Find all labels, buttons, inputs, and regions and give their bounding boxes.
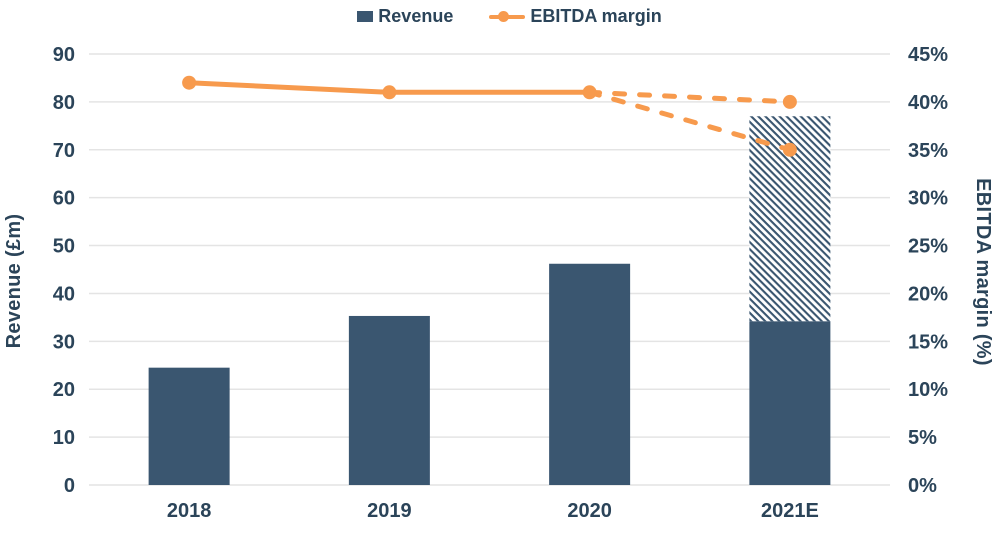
left-axis-tick-label: 0 bbox=[64, 475, 75, 497]
right-axis-tick-label: 40% bbox=[908, 92, 948, 114]
left-axis-tick-label: 60 bbox=[53, 188, 75, 210]
right-axis-tick-label: 35% bbox=[908, 140, 948, 162]
left-axis-tick-label: 90 bbox=[53, 44, 75, 66]
ebitda-marker-2019[interactable] bbox=[382, 85, 397, 100]
left-axis-tick-label: 40 bbox=[53, 283, 75, 305]
revenue-bar-2019[interactable] bbox=[348, 315, 430, 485]
x-axis-category-label: 2020 bbox=[567, 500, 612, 522]
ebitda-forecast-marker-1[interactable] bbox=[782, 94, 797, 109]
ebitda-marker-2020[interactable] bbox=[582, 85, 597, 100]
revenue-bar-2020[interactable] bbox=[549, 263, 631, 485]
left-axis-tick-label: 50 bbox=[53, 236, 75, 258]
x-axis-category-label: 2018 bbox=[167, 500, 212, 522]
left-axis-tick-label: 20 bbox=[53, 379, 75, 401]
right-axis-tick-label: 10% bbox=[908, 379, 948, 401]
revenue-bar-2018[interactable] bbox=[148, 367, 230, 485]
left-axis-tick-label: 80 bbox=[53, 92, 75, 114]
ebitda-forecast-line-2 bbox=[587, 89, 793, 153]
right-axis-title: EBITDA margin (%) bbox=[972, 178, 994, 366]
left-axis-tick-label: 10 bbox=[53, 427, 75, 449]
lines-layer bbox=[182, 75, 797, 157]
legend-item-ebitda-margin[interactable]: EBITDA margin bbox=[489, 6, 662, 27]
right-axis-tick-label: 5% bbox=[908, 427, 937, 449]
left-axis-title: Revenue (£m) bbox=[3, 214, 25, 349]
right-axis-tick-label: 20% bbox=[908, 283, 948, 305]
right-axis-tick-label: 0% bbox=[908, 475, 937, 497]
ebitda-forecast-marker-2[interactable] bbox=[782, 142, 797, 157]
legend-ebitda-label: EBITDA margin bbox=[530, 6, 662, 26]
axis-labels-layer: 0 10 20 30 40 50 60 70 80 90 0% 5% 10% 15% 20% 25% 30% 35… bbox=[53, 44, 948, 522]
left-axis-tick-label: 70 bbox=[53, 140, 75, 162]
right-axis-tick-label: 25% bbox=[908, 236, 948, 258]
revenue-bar-2021E[interactable] bbox=[749, 321, 831, 485]
legend-item-revenue[interactable]: Revenue bbox=[357, 6, 453, 27]
ebitda-forecast-line-1 bbox=[587, 89, 793, 105]
x-axis-category-label: 2019 bbox=[367, 500, 412, 522]
chart-legend: Revenue EBITDA margin bbox=[0, 6, 999, 27]
right-axis-tick-label: 30% bbox=[908, 188, 948, 210]
ebitda-line-marker-icon bbox=[489, 11, 526, 22]
left-axis-tick-label: 30 bbox=[53, 331, 75, 353]
right-axis-tick-label: 15% bbox=[908, 331, 948, 353]
ebitda-marker-2018[interactable] bbox=[182, 75, 197, 90]
right-axis-tick-label: 45% bbox=[908, 44, 948, 66]
legend-revenue-label: Revenue bbox=[378, 6, 454, 26]
x-axis-category-label: 2021E bbox=[761, 500, 819, 522]
revenue-swatch-icon bbox=[357, 11, 374, 22]
bars-layer bbox=[148, 116, 831, 485]
